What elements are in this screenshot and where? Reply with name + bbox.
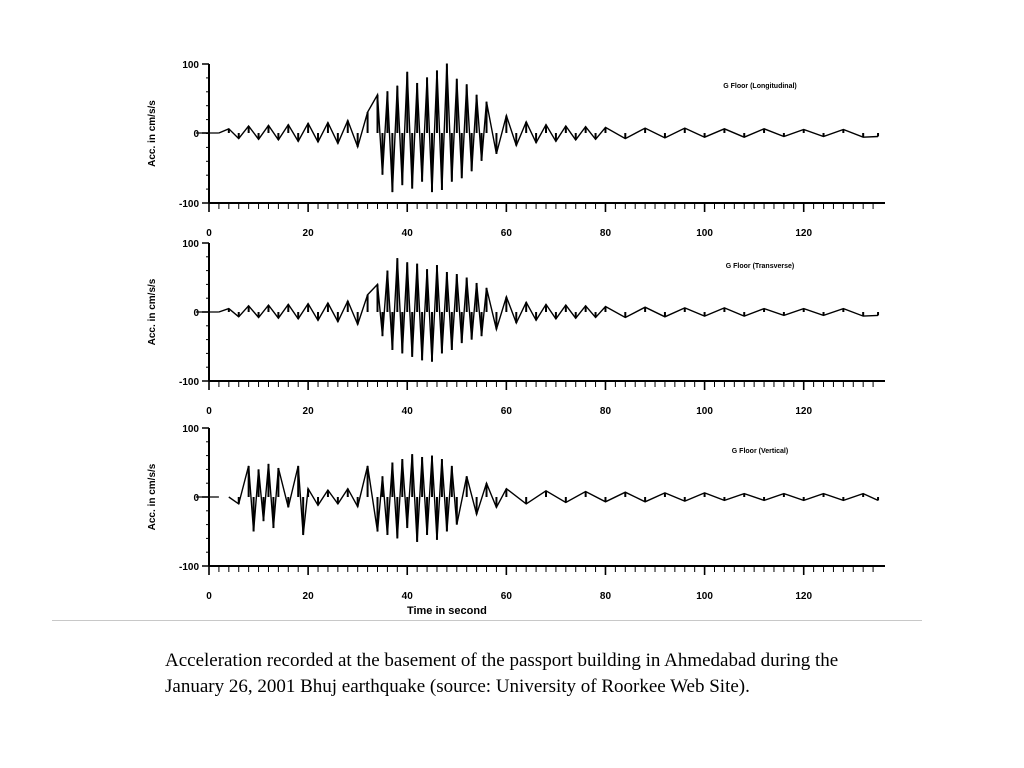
x-tick-label: 100 xyxy=(696,406,713,417)
x-tick-label: 80 xyxy=(600,406,612,417)
x-tick-label: 80 xyxy=(600,228,612,239)
x-tick-label: 0 xyxy=(206,406,212,417)
x-tick-label: 60 xyxy=(501,406,513,417)
x-tick-label: 60 xyxy=(501,591,513,602)
x-tick-label: 120 xyxy=(795,228,812,239)
panel-title: G Floor (Transverse) xyxy=(726,263,794,270)
y-tick-label: -100 xyxy=(179,377,199,388)
x-tick-label: 20 xyxy=(303,591,315,602)
y-tick-label: -100 xyxy=(179,562,199,573)
y-axis-label: Acc. in cm/s/s xyxy=(147,278,158,345)
y-tick-label: 0 xyxy=(193,493,199,504)
x-tick-label: 100 xyxy=(696,228,713,239)
x-tick-label: 100 xyxy=(696,591,713,602)
panel-title: G Floor (Vertical) xyxy=(732,448,788,455)
y-tick-label: 100 xyxy=(182,239,199,250)
series-trace xyxy=(228,454,879,542)
series-trace xyxy=(218,258,879,362)
x-tick-label: 120 xyxy=(795,591,812,602)
y-axis-label: Acc. in cm/s/s xyxy=(147,100,158,167)
x-tick-label: 120 xyxy=(795,406,812,417)
panel-title: G Floor (Longitudinal) xyxy=(723,83,796,90)
x-axis-label: Time in second xyxy=(407,605,487,617)
y-axis-label: Acc. in cm/s/s xyxy=(147,463,158,530)
x-tick-label: 80 xyxy=(600,591,612,602)
x-tick-label: 20 xyxy=(303,228,315,239)
x-tick-label: 60 xyxy=(501,228,513,239)
x-tick-label: 40 xyxy=(402,406,414,417)
seismogram-figure: -100 0 100 0 20 40 60 80 100 120 Acc. in cm/s/s G F… xyxy=(147,60,885,617)
y-tick-label: 100 xyxy=(182,424,199,435)
y-tick-label: 0 xyxy=(193,308,199,319)
y-tick-label: 100 xyxy=(182,60,199,71)
figure-caption: Acceleration recorded at the basement of… xyxy=(165,650,839,697)
divider-line xyxy=(52,620,922,621)
x-tick-label: 20 xyxy=(303,406,315,417)
x-tick-label: 0 xyxy=(206,591,212,602)
x-tick-label: 40 xyxy=(402,228,414,239)
x-tick-label: 0 xyxy=(206,228,212,239)
y-tick-label: -100 xyxy=(179,199,199,210)
x-tick-label: 40 xyxy=(402,591,414,602)
y-tick-label: 0 xyxy=(193,129,199,140)
